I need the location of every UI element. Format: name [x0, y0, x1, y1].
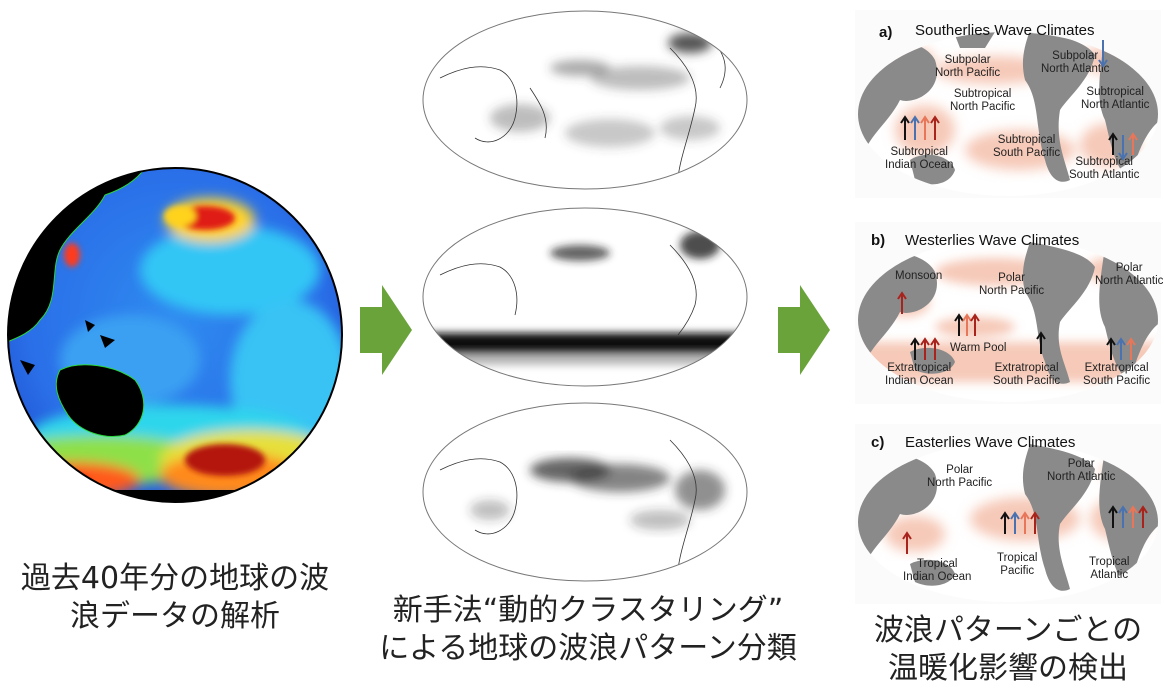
- region-label: Monsoon: [895, 270, 943, 282]
- region-label: Polar North Pacific: [927, 464, 993, 489]
- cluster-map-2: [422, 207, 748, 387]
- caption-right-line2: 温暖化影響の検出: [888, 651, 1128, 686]
- region-label: Polar North Atlantic: [1095, 262, 1164, 287]
- caption-left: 過去40年分の地球の波 浪データの解析: [0, 560, 350, 636]
- region-label: Warm Pool: [950, 342, 1007, 354]
- region-label: Subpolar North Atlantic: [1041, 50, 1110, 75]
- panel-label-b: b): [871, 232, 886, 249]
- caption-middle-line2: による地球の波浪パターン分類: [379, 631, 797, 666]
- caption-middle: 新手法“動的クラスタリング” による地球の波浪パターン分類: [368, 592, 808, 668]
- trend-arrows-westerlies: [897, 291, 1136, 360]
- globe-wave-height-map: [7, 167, 343, 503]
- region-label: Tropical Pacific: [997, 552, 1038, 577]
- cluster-map-1: [422, 10, 748, 190]
- region-label: Subtropical South Pacific: [993, 134, 1061, 159]
- panel-westerlies: b) Westerlies Wave Climates Monsoon Pola…: [855, 222, 1164, 404]
- panel-easterlies: c) Easterlies Wave Climates Polar North P…: [855, 424, 1161, 604]
- region-label: Subpolar North Pacific: [935, 54, 1001, 79]
- panel-southerlies: a) Southerlies Wave Climates Subpolar Nor…: [855, 10, 1161, 198]
- region-label: Subtropical North Pacific: [950, 88, 1016, 113]
- panel-title-westerlies: Westerlies Wave Climates: [905, 232, 1080, 249]
- panel-title-southerlies: Southerlies Wave Climates: [915, 22, 1095, 39]
- caption-middle-line1: 新手法“動的クラスタリング”: [392, 593, 784, 628]
- trend-arrows-southerlies: [900, 40, 1138, 161]
- region-label: Subtropical South Atlantic: [1069, 156, 1140, 181]
- flow-arrow-2: [778, 285, 830, 375]
- southerlies-map: [858, 32, 1158, 196]
- panel-label-a: a): [879, 24, 893, 41]
- flow-arrow-1: [360, 285, 412, 375]
- caption-right-line1: 波浪パターンごとの: [873, 613, 1143, 648]
- panel-title-easterlies: Easterlies Wave Climates: [905, 434, 1076, 451]
- caption-left-line1: 過去40年分の地球の波: [20, 561, 330, 596]
- region-label: Tropical Atlantic: [1089, 556, 1130, 581]
- cluster-map-3: [422, 402, 748, 582]
- westerlies-map: [858, 238, 1158, 402]
- caption-right: 波浪パターンごとの 温暖化影響の検出: [855, 612, 1161, 688]
- region-label: Polar North Pacific: [979, 272, 1045, 297]
- region-label: Extratropical South Pacific: [993, 362, 1061, 387]
- region-label: Extratropical Indian Ocean: [885, 362, 954, 387]
- region-label: Subtropical North Atlantic: [1081, 86, 1150, 111]
- region-label: Polar North Atlantic: [1047, 458, 1116, 483]
- region-label: Tropical Indian Ocean: [903, 558, 972, 583]
- easterlies-map: [858, 442, 1158, 602]
- region-label: Extratropical South Pacific: [1083, 362, 1151, 387]
- trend-arrows-easterlies: [902, 505, 1148, 554]
- region-label: Subtropical Indian Ocean: [885, 146, 954, 171]
- panel-label-c: c): [871, 434, 885, 451]
- caption-left-line2: 浪データの解析: [70, 599, 280, 634]
